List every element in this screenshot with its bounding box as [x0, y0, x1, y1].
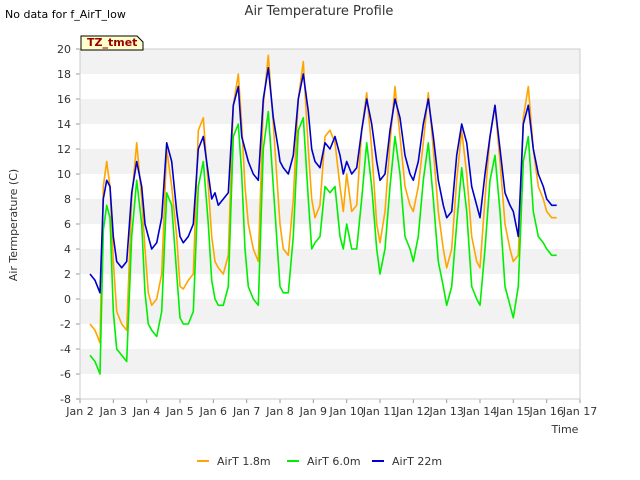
y-tick-label: -4 — [60, 343, 71, 356]
legend: AirT 1.8m AirT 6.0m AirT 22m — [197, 455, 442, 468]
y-tick-label: 4 — [64, 243, 71, 256]
x-axis-title: Time — [551, 423, 579, 436]
grid-band — [80, 249, 580, 274]
y-tick-label: -2 — [60, 318, 71, 331]
badge-label: TZ_tmet — [87, 36, 137, 49]
y-tick-label: 10 — [57, 168, 71, 181]
x-tick-label: Jan 17 — [562, 405, 597, 418]
series-line-airt-1-8m — [89, 54, 557, 344]
y-tick-label: -8 — [60, 393, 71, 406]
y-tick-label: 18 — [57, 68, 71, 81]
y-tick-label: 0 — [64, 293, 71, 306]
y-tick-label: 6 — [64, 218, 71, 231]
x-tick-label: Jan 2 — [65, 405, 93, 418]
y-tick-label: 2 — [64, 268, 71, 281]
legend-label: AirT 22m — [392, 455, 442, 468]
grid-band — [80, 349, 580, 374]
x-axis-ticks: Jan 2 Jan 3 Jan 4 Jan 5 Jan 6 Jan 7 Jan 8 Jan 9… — [65, 399, 597, 418]
y-tick-label: 8 — [64, 193, 71, 206]
grid-band — [80, 99, 580, 124]
x-tick-label: Jan 10 — [328, 405, 363, 418]
y-tick-label: -6 — [60, 368, 71, 381]
x-tick-label: Jan 16 — [528, 405, 563, 418]
x-tick-label: Jan 4 — [132, 405, 160, 418]
y-tick-label: 20 — [57, 43, 71, 56]
grid-band — [80, 49, 580, 74]
y-tick-label: 12 — [57, 143, 71, 156]
series-line-airt-22m — [89, 67, 557, 294]
y-tick-label: 14 — [57, 118, 71, 131]
chart-title: Air Temperature Profile — [245, 4, 394, 19]
series-line-airt-6-0m — [89, 110, 557, 375]
legend-label: AirT 1.8m — [217, 455, 271, 468]
x-tick-label: Jan 3 — [99, 405, 127, 418]
x-tick-label: Jan 15 — [495, 405, 530, 418]
x-tick-label: Jan 6 — [199, 405, 227, 418]
y-tick-label: 16 — [57, 93, 71, 106]
x-tick-label: Jan 5 — [165, 405, 193, 418]
no-data-message: No data for f_AirT_low — [5, 8, 126, 21]
y-axis-title: Air Termperature (C) — [7, 169, 20, 281]
x-tick-label: Jan 9 — [299, 405, 327, 418]
grid-band — [80, 299, 580, 324]
x-tick-label: Jan 13 — [428, 405, 463, 418]
plot-frame — [79, 48, 581, 400]
series-lines — [89, 54, 557, 375]
x-tick-label: Jan 8 — [265, 405, 293, 418]
x-tick-label: Jan 11 — [362, 405, 397, 418]
y-axis-ticks: -8 -6 -4 -2 0 2 4 6 8 10 12 14 16 18 20 — [57, 43, 80, 406]
tz-badge: TZ_tmet — [80, 35, 144, 51]
legend-label: AirT 6.0m — [307, 455, 361, 468]
grid-band — [80, 149, 580, 174]
x-tick-label: Jan 12 — [395, 405, 430, 418]
grid-bands — [80, 49, 580, 374]
x-tick-label: Jan 14 — [462, 405, 497, 418]
x-tick-label: Jan 7 — [232, 405, 260, 418]
badge-shape — [80, 35, 144, 51]
